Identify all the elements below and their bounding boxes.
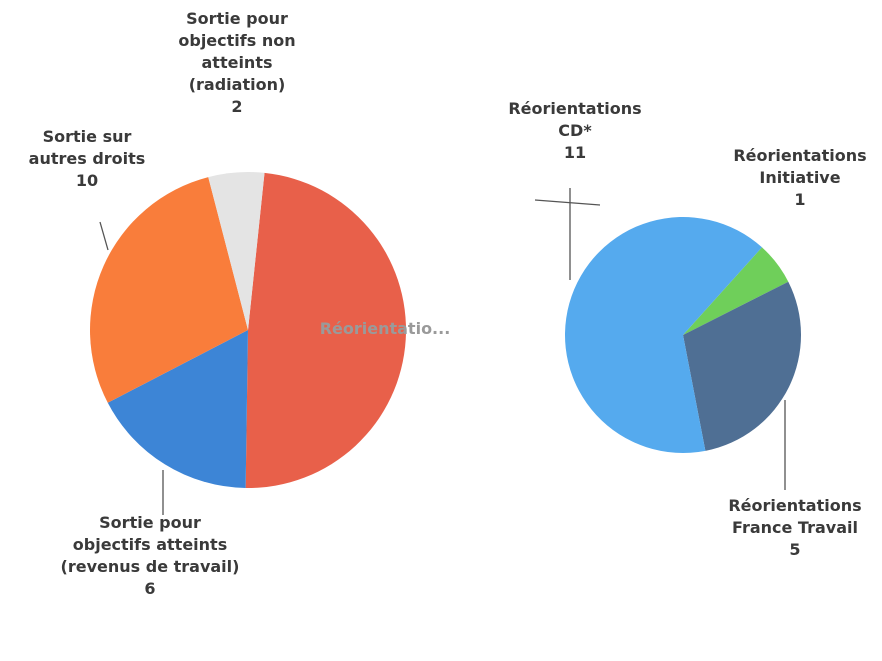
category-label: Réorientations France Travail [728,496,862,537]
pie-slice [90,177,248,403]
slice-label: Réorientations CD* 11 [490,98,660,164]
pie-slice [208,172,265,330]
slice-label: Sortie pour objectifs non atteints (radi… [162,8,312,118]
pie-slice [107,330,248,488]
value-label: 2 [231,97,243,116]
leader-line [99,221,109,251]
slice-label: Réorientatio... [320,318,451,340]
slice-label: Sortie sur autres droits 10 [22,126,152,192]
value-label: 11 [563,143,587,162]
pie-slice [245,172,406,489]
category-label: Réorientations Initiative [733,146,867,187]
leader-lines [99,188,786,515]
slice-label: Réorientations Initiative 1 [715,145,882,211]
slice-label: Sortie pour objectifs atteints (revenus … [58,512,243,600]
slice-label: Réorientations France Travail 5 [710,495,880,561]
value-label: 6 [144,579,156,598]
category-label: Sortie pour objectifs non atteints (radi… [178,9,296,94]
value-label: 5 [789,540,801,559]
pie-slice [683,281,801,451]
leader-line [534,199,601,206]
value-label: 1 [794,190,806,209]
value-label: 10 [75,171,99,190]
pie-slice [683,247,789,335]
category-label: Sortie pour objectifs atteints (revenus … [60,513,240,576]
category-label: Réorientatio... [319,319,451,338]
pie-slice [565,217,762,453]
category-label: Réorientations CD* [508,99,642,140]
category-label: Sortie sur autres droits [28,127,146,168]
